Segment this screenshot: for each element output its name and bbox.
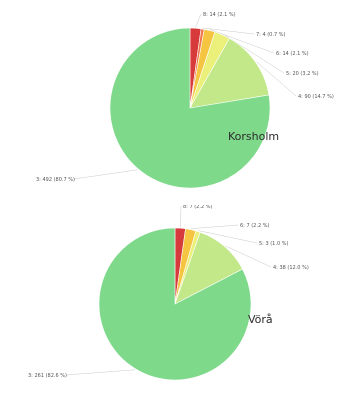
pie-slice-4 bbox=[189, 37, 270, 109]
leader-line-7 bbox=[202, 27, 255, 35]
leader-line-8 bbox=[195, 13, 202, 28]
leader-line-4 bbox=[256, 61, 297, 97]
pie-chart-korsholm: 8: 14 (2.1 %) 7: 4 (0.7 %) 6: 14 (2.1 %) 5:… bbox=[0, 0, 338, 205]
slice-label-8: 8: 14 (2.1 %) bbox=[203, 12, 236, 18]
leader-line-6 bbox=[209, 29, 275, 54]
slice-label-8: 8: 7 (2.2 %) bbox=[183, 205, 212, 210]
chart-title: Vörå bbox=[248, 313, 273, 326]
pie-chart-korsholm-svg: 8: 14 (2.1 %) 7: 4 (0.7 %) 6: 14 (2.1 %) 5:… bbox=[36, 12, 334, 189]
pie-slice-3 bbox=[98, 227, 252, 381]
chart-title: Korsholm bbox=[228, 130, 279, 143]
pie-slice-3 bbox=[109, 27, 271, 189]
pie-chart-vora: 8: 7 (2.2 %) 6: 7 (2.2 %) 5: 3 (1.0 %) 4: 3… bbox=[0, 205, 338, 410]
slice-label-6: 6: 7 (2.2 %) bbox=[240, 223, 269, 229]
slice-label-6: 6: 14 (2.1 %) bbox=[276, 51, 309, 57]
slice-label-3: 3: 492 (80.7 %) bbox=[36, 177, 75, 183]
leader-line-5 bbox=[198, 230, 258, 244]
slice-label-5: 5: 20 (3.2 %) bbox=[286, 71, 319, 77]
slice-label-5: 5: 3 (1.0 %) bbox=[259, 241, 288, 247]
leader-line-6 bbox=[190, 224, 239, 229]
slice-label-4: 4: 90 (14.7 %) bbox=[298, 94, 334, 100]
slice-label-3: 3: 261 (82.6 %) bbox=[28, 373, 67, 379]
leader-line-4 bbox=[225, 245, 272, 268]
leader-line-3 bbox=[73, 169, 138, 180]
pie-chart-vora-svg: 8: 7 (2.2 %) 6: 7 (2.2 %) 5: 3 (1.0 %) 4: 3… bbox=[28, 205, 309, 381]
leader-line-3 bbox=[65, 369, 136, 376]
slice-label-4: 4: 38 (12.0 %) bbox=[273, 265, 309, 271]
leader-line-8 bbox=[180, 205, 182, 228]
slice-label-7: 7: 4 (0.7 %) bbox=[256, 32, 285, 38]
